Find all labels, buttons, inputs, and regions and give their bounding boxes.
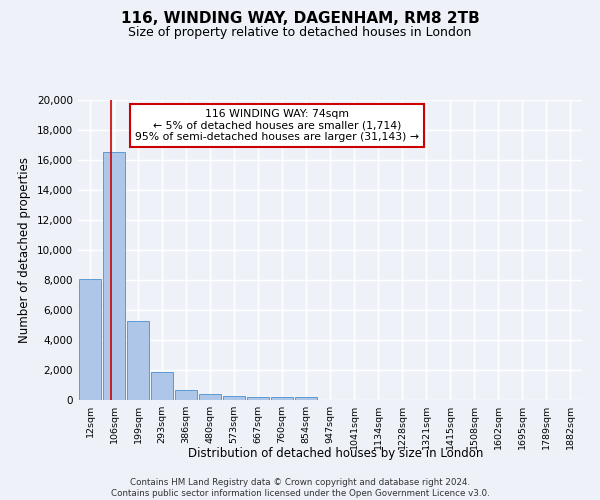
Bar bbox=[175, 390, 197, 400]
Bar bbox=[103, 152, 125, 400]
Bar bbox=[295, 398, 317, 400]
Text: Distribution of detached houses by size in London: Distribution of detached houses by size … bbox=[188, 446, 484, 460]
Text: 116, WINDING WAY, DAGENHAM, RM8 2TB: 116, WINDING WAY, DAGENHAM, RM8 2TB bbox=[121, 11, 479, 26]
Bar bbox=[127, 320, 149, 400]
Bar bbox=[151, 372, 173, 400]
Bar bbox=[223, 396, 245, 400]
Y-axis label: Number of detached properties: Number of detached properties bbox=[19, 157, 31, 343]
Bar bbox=[199, 394, 221, 400]
Text: Size of property relative to detached houses in London: Size of property relative to detached ho… bbox=[128, 26, 472, 39]
Text: 116 WINDING WAY: 74sqm
← 5% of detached houses are smaller (1,714)
95% of semi-d: 116 WINDING WAY: 74sqm ← 5% of detached … bbox=[135, 109, 419, 142]
Bar bbox=[271, 397, 293, 400]
Bar bbox=[247, 396, 269, 400]
Text: Contains HM Land Registry data © Crown copyright and database right 2024.
Contai: Contains HM Land Registry data © Crown c… bbox=[110, 478, 490, 498]
Bar bbox=[79, 278, 101, 400]
